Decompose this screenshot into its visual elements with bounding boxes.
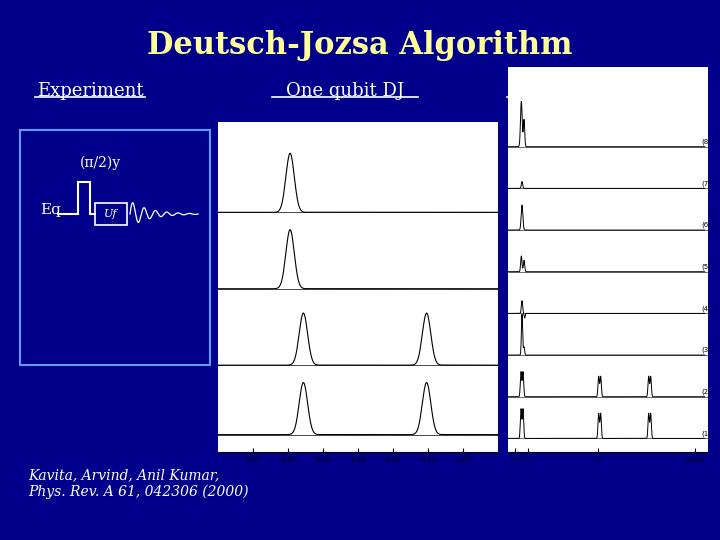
Text: (8): (8)	[701, 138, 711, 145]
Bar	[508, 67, 708, 452]
Text: Two qubit DJ: Two qubit DJ	[519, 82, 637, 100]
Bar	[95, 203, 127, 225]
Text: Deutsch-Jozsa Algorithm: Deutsch-Jozsa Algorithm	[148, 30, 572, 61]
Text: (4): (4)	[701, 305, 711, 312]
Text: Eq: Eq	[40, 203, 61, 217]
Text: (6): (6)	[701, 222, 711, 228]
Text: (3): (3)	[701, 347, 711, 353]
Text: (1): (1)	[701, 430, 711, 437]
Text: One qubit DJ: One qubit DJ	[286, 82, 404, 100]
Text: (π/2)y: (π/2)y	[79, 156, 120, 170]
Text: Kavita, Arvind, Anil Kumar,
Phys. Rev. A 61, 042306 (2000): Kavita, Arvind, Anil Kumar, Phys. Rev. A…	[28, 468, 248, 498]
FancyBboxPatch shape	[20, 130, 210, 365]
Text: Uf: Uf	[104, 209, 118, 219]
Text: constant: constant	[508, 423, 546, 432]
Text: constant: constant	[508, 353, 546, 362]
Text: Experiment: Experiment	[37, 82, 143, 100]
Text: (2): (2)	[701, 388, 711, 395]
Text: balanced: balanced	[508, 200, 548, 210]
Text: (7): (7)	[701, 180, 711, 187]
Bar	[218, 122, 498, 452]
Text: (5): (5)	[701, 264, 711, 270]
Text: balanced: balanced	[508, 277, 548, 286]
